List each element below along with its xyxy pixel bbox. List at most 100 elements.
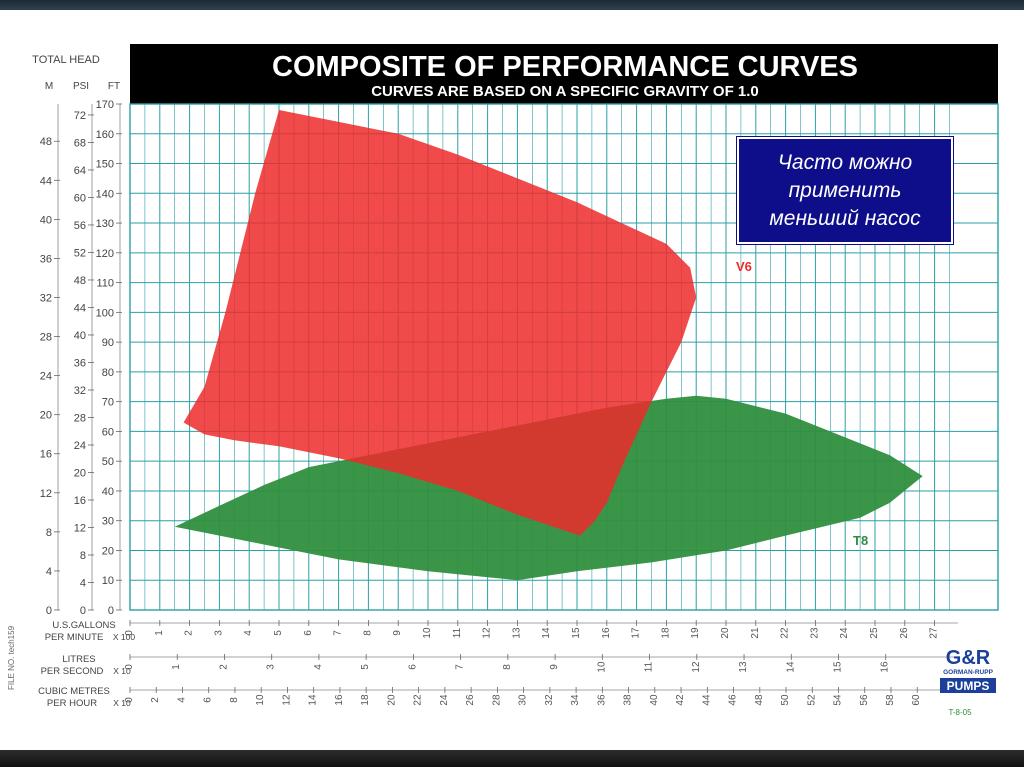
cmh-tick-label: 12 [281, 694, 292, 706]
total-head-label: TOTAL HEAD [32, 54, 100, 66]
lps-tick-label: 9 [549, 664, 560, 670]
cmh-tick-label: 48 [754, 694, 765, 706]
logo-pumps-bar [940, 678, 996, 693]
gpm-tick-label: 9 [392, 630, 403, 636]
psi-tick-label: 48 [74, 275, 86, 287]
ft-tick-label: 40 [102, 486, 114, 498]
cmh-tick-label: 54 [833, 694, 844, 706]
cmh-tick-label: 16 [334, 694, 345, 706]
cmh-tick-label: 44 [701, 694, 712, 706]
gpm-tick-label: 17 [631, 627, 642, 639]
lps-tick-label: 12 [691, 661, 702, 673]
gpm-tick-label: 7 [333, 630, 344, 636]
ft-tick-label: 90 [102, 337, 114, 349]
cmh-tick-label: 2 [150, 697, 161, 703]
callout-line-1: Часто можно [777, 150, 913, 174]
chart-code: T-8-05 [948, 708, 972, 717]
m-tick-label: 48 [40, 136, 52, 148]
lps-tick-label: 16 [880, 661, 891, 673]
lps-tick-label: 13 [738, 661, 749, 673]
gpm-tick-label: 18 [660, 627, 671, 639]
psi-tick-label: 4 [80, 577, 86, 589]
m-tick-label: 12 [40, 488, 52, 500]
m-tick-label: 28 [40, 332, 52, 344]
ft-tick-label: 140 [96, 188, 114, 200]
psi-axis-label: PSI [73, 81, 89, 92]
y-axes: 0102030405060708090100110120130140150160… [40, 99, 122, 617]
cmh-tick-label: 30 [518, 694, 529, 706]
ft-tick-label: 70 [102, 397, 114, 409]
x-axes: 0 1 2 3 4 5 6 7 8 9 10 11 12 13 14 15 16 17 18 19 20 21 22 23 24… [124, 620, 958, 706]
gpm-label-line2: PER MINUTE [45, 632, 104, 643]
psi-tick-label: 60 [74, 192, 86, 204]
cmh-tick-label: 28 [491, 694, 502, 706]
cmh-tick-label: 34 [570, 694, 581, 706]
ft-tick-label: 0 [108, 605, 114, 617]
psi-tick-label: 72 [74, 110, 86, 122]
cmh-tick-label: 10 [255, 694, 266, 706]
gpm-tick-label: 11 [452, 627, 463, 638]
m-tick-label: 16 [40, 449, 52, 461]
psi-tick-label: 56 [74, 220, 86, 232]
cmh-label-line1: CUBIC METRES [38, 686, 110, 697]
lps-tick-label: 14 [785, 661, 796, 673]
curve-areas [174, 110, 923, 581]
bottom-frame-band [0, 750, 1024, 767]
psi-tick-label: 20 [74, 467, 86, 479]
gpm-tick-label: 13 [511, 627, 522, 639]
callout-line-2: применить [788, 178, 902, 202]
chart-subtitle: CURVES ARE BASED ON A SPECIFIC GRAVITY O… [371, 83, 759, 100]
lps-tick-label: 1 [171, 664, 182, 670]
lps-tick-label: 5 [360, 664, 371, 670]
callout-box: Часто можно применить меньший насос [737, 137, 953, 244]
cmh-tick-label: 36 [596, 694, 607, 706]
psi-tick-label: 28 [74, 412, 86, 424]
cmh-tick-label: 4 [176, 697, 187, 703]
gpm-tick-label: 8 [362, 630, 373, 636]
psi-tick-label: 24 [74, 440, 86, 452]
lps-label-line1: LITRES [62, 654, 95, 665]
cmh-tick-label: 32 [544, 694, 555, 706]
ft-tick-label: 120 [96, 248, 114, 260]
gpm-tick-label: 22 [780, 627, 791, 639]
lps-tick-label: 6 [407, 664, 418, 670]
gpm-tick-label: 27 [929, 627, 940, 639]
psi-tick-label: 64 [74, 165, 86, 177]
ft-tick-label: 60 [102, 426, 114, 438]
psi-tick-label: 36 [74, 357, 86, 369]
cmh-tick-label: 42 [675, 694, 686, 706]
gpm-multiplier: X 100 [113, 632, 135, 642]
lps-tick-label: 11 [644, 661, 655, 672]
lps-tick-label: 0 [124, 664, 135, 670]
cmh-multiplier: X 10 [113, 698, 131, 708]
performance-chart: COMPOSITE OF PERFORMANCE CURVES CURVES A… [7, 44, 999, 717]
m-tick-label: 32 [40, 292, 52, 304]
psi-tick-label: 12 [74, 522, 86, 534]
m-tick-label: 40 [40, 214, 52, 226]
m-tick-label: 0 [46, 605, 52, 617]
psi-tick-label: 32 [74, 385, 86, 397]
gpm-tick-label: 6 [303, 630, 314, 636]
chart-title: COMPOSITE OF PERFORMANCE CURVES [272, 51, 858, 83]
cmh-tick-label: 46 [728, 694, 739, 706]
m-tick-label: 44 [40, 175, 52, 187]
cmh-tick-label: 24 [439, 694, 450, 706]
lps-tick-label: 2 [218, 664, 229, 670]
m-axis-label: M [45, 81, 53, 92]
gpm-tick-label: 0 [124, 630, 135, 636]
ft-tick-label: 20 [102, 545, 114, 557]
gpm-tick-label: 12 [482, 627, 493, 639]
gpm-tick-label: 21 [750, 627, 761, 639]
cmh-tick-label: 26 [465, 694, 476, 706]
ft-tick-label: 110 [96, 278, 114, 290]
cmh-tick-label: 20 [386, 694, 397, 706]
gpm-tick-label: 24 [839, 627, 850, 639]
gpm-tick-label: 19 [690, 627, 701, 639]
ft-tick-label: 130 [96, 218, 114, 230]
lps-label-line2: PER SECOND [41, 666, 104, 677]
cmh-tick-label: 52 [806, 694, 817, 706]
gpm-tick-label: 10 [422, 627, 433, 639]
gpm-tick-label: 26 [899, 627, 910, 639]
cmh-label-line2: PER HOUR [47, 698, 97, 709]
gpm-tick-label: 1 [154, 630, 165, 636]
